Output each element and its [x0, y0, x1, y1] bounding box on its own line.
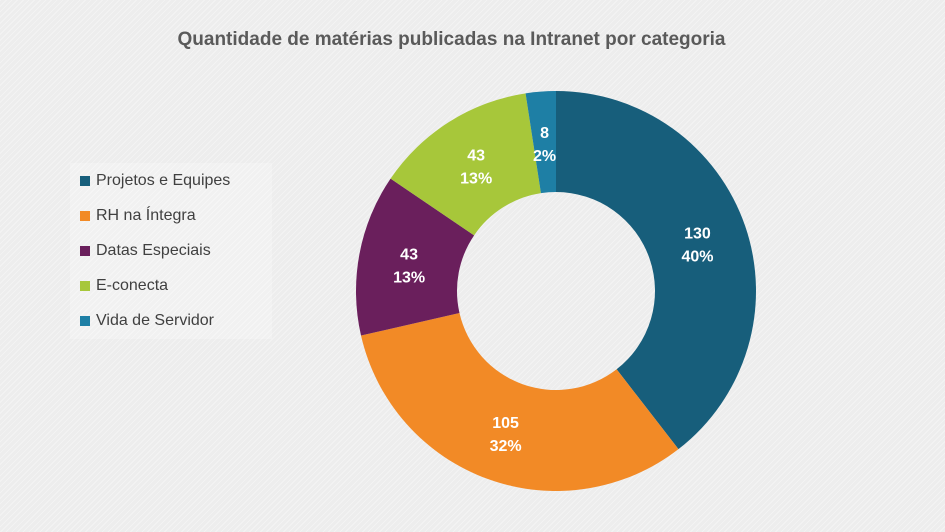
legend-label: Projetos e Equipes — [96, 172, 231, 189]
legend-item-rh-na-integra: RH na Íntegra — [80, 206, 196, 226]
legend-swatch — [80, 246, 90, 256]
slice-percent-label: 40% — [681, 249, 713, 266]
legend-label: Vida de Servidor — [96, 312, 214, 329]
slice-percent-label: 13% — [460, 171, 492, 188]
slice-value-label: 43 — [400, 246, 418, 263]
donut-slice-datas-especiais — [356, 178, 475, 336]
legend: Projetos e Equipes RH na Íntegra Datas E… — [70, 163, 272, 339]
legend-label: E-conecta — [96, 277, 169, 294]
slice-value-label: 130 — [684, 226, 711, 243]
donut-slice-e-conecta — [390, 93, 541, 236]
legend-swatch — [80, 281, 90, 291]
legend-item-e-conecta: E-conecta — [80, 276, 168, 296]
legend-label: Datas Especiais — [96, 242, 211, 259]
legend-item-projetos-e-equipes: Projetos e Equipes — [80, 171, 230, 191]
slice-value-label: 8 — [540, 125, 549, 142]
legend-item-datas-especiais: Datas Especiais — [80, 241, 211, 261]
legend-swatch — [80, 211, 90, 221]
legend-label: RH na Íntegra — [96, 207, 196, 224]
slice-percent-label: 13% — [393, 269, 425, 286]
legend-item-vida-de-servidor: Vida de Servidor — [80, 311, 214, 331]
slice-percent-label: 32% — [490, 438, 522, 455]
slice-value-label: 105 — [492, 415, 519, 432]
slice-percent-label: 2% — [533, 148, 556, 165]
chart-title: Quantidade de matérias publicadas na Int… — [177, 29, 726, 50]
donut-slice-vida-de-servidor — [525, 91, 556, 194]
legend-swatch — [80, 176, 90, 186]
legend-swatch — [80, 316, 90, 326]
slice-value-label: 43 — [467, 148, 485, 165]
donut-slice-projetos-e-equipes — [556, 91, 756, 450]
donut-slice-rh-na-integra — [361, 313, 679, 492]
